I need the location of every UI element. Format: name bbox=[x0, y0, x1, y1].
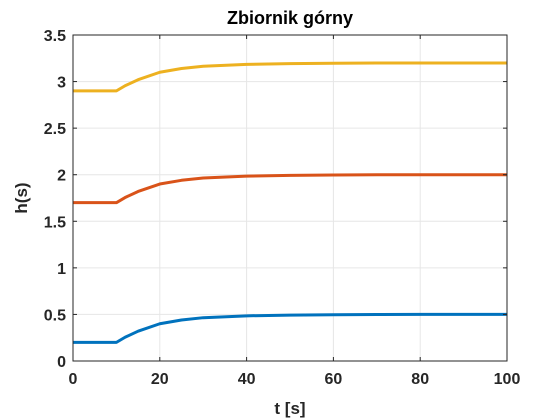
x-tick-label: 60 bbox=[325, 371, 343, 388]
series-line-2 bbox=[73, 173, 507, 205]
y-tick-label: 3 bbox=[57, 75, 66, 92]
chart-title: Zbiornik górny bbox=[227, 8, 353, 28]
series-line-1 bbox=[73, 312, 507, 344]
plot-frame bbox=[72, 34, 508, 362]
x-tick-label: 100 bbox=[494, 371, 521, 388]
plot-area-background bbox=[73, 35, 507, 361]
y-tick-label: 0 bbox=[57, 354, 66, 371]
x-tick-label: 80 bbox=[411, 371, 429, 388]
y-tick-label: 0.5 bbox=[44, 307, 66, 324]
ticks: 0 20 40 60 80 100 0 0.5 1 1.5 2 2.5 3 3.5 bbox=[44, 28, 521, 388]
x-tick-label: 0 bbox=[69, 371, 78, 388]
y-tick-label: 1 bbox=[57, 261, 66, 278]
y-tick-label: 2 bbox=[57, 168, 66, 185]
y-axis-label: h(s) bbox=[12, 182, 31, 213]
y-tick-label: 1.5 bbox=[44, 214, 66, 231]
x-axis-label: t [s] bbox=[274, 399, 305, 418]
series-line-3 bbox=[73, 61, 507, 93]
y-tick-label: 3.5 bbox=[44, 28, 66, 45]
x-tick-label: 20 bbox=[151, 371, 169, 388]
series-group bbox=[73, 61, 507, 344]
x-tick-label: 40 bbox=[238, 371, 256, 388]
y-tick-label: 2.5 bbox=[44, 121, 66, 138]
